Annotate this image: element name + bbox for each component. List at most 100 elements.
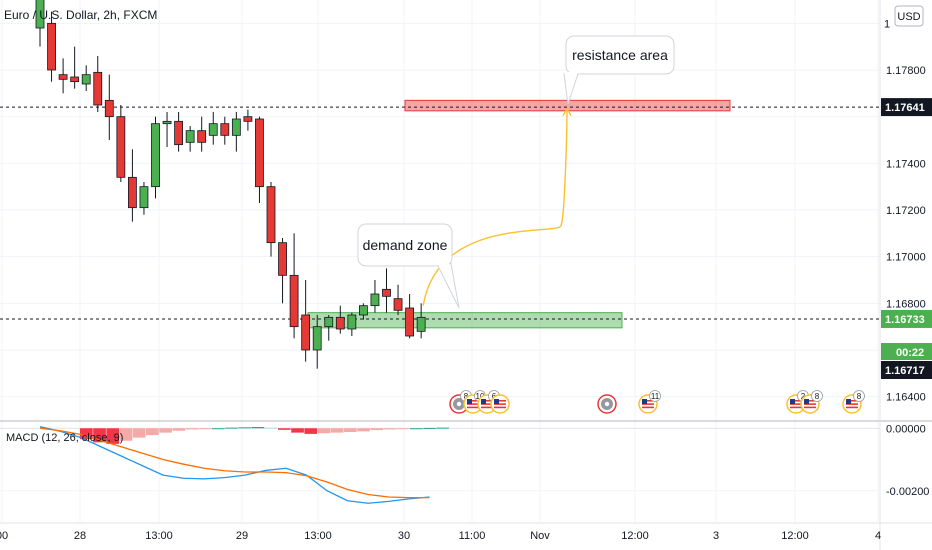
time-tick-label: 12:00: [781, 530, 809, 542]
time-tick-label: 13:00: [304, 530, 332, 542]
usa-flag-icon[interactable]: 8: [800, 390, 823, 414]
candle-body: [405, 307, 415, 337]
candle: [185, 126, 195, 152]
price-tick-label: 1.16400: [886, 392, 926, 404]
price-tag-text: 1.16717: [885, 365, 925, 377]
candle-body: [220, 123, 230, 136]
time-tick-label: 00: [0, 530, 8, 542]
candle: [116, 105, 126, 182]
candle-body: [197, 130, 207, 143]
candle: [347, 312, 357, 336]
price-tick-label: 1.17000: [886, 252, 926, 264]
macd-hist-bar: [251, 427, 265, 429]
price-tick-label: 1.17400: [886, 158, 926, 170]
candle: [162, 112, 172, 147]
event-count: 8: [815, 392, 820, 401]
demand-callout: demand zone: [357, 223, 460, 309]
macd-hist-bar: [396, 428, 410, 430]
macd-hist-bar: [330, 428, 344, 433]
macd-hist-bar: [119, 428, 133, 441]
gear-hole: [456, 401, 462, 407]
flag-canton: [481, 399, 486, 404]
macd-hist-bar: [198, 428, 212, 430]
time-tick-label: 28: [74, 530, 86, 542]
event-count: 11: [651, 392, 660, 401]
candle: [231, 112, 241, 152]
countdown-text: 00:22: [896, 347, 924, 359]
candle-body: [104, 99, 114, 118]
flag-stripe: [481, 400, 493, 402]
macd-hist-bar: [106, 428, 120, 444]
currency-button-box[interactable]: [894, 5, 924, 27]
time-tick-label: 13:00: [145, 530, 173, 542]
flag-canton: [467, 399, 472, 404]
time-tick-label: 12:00: [621, 530, 649, 542]
usa-flag-icon[interactable]: 11: [638, 390, 661, 414]
gear-icon[interactable]: 8: [449, 390, 472, 414]
event-count: 8: [464, 392, 469, 401]
price-label-tag: 1.16717: [881, 361, 932, 379]
macd-pane: [0, 426, 880, 504]
candle-body: [301, 314, 311, 351]
candle: [93, 56, 103, 112]
macd-hist-bar: [185, 428, 199, 430]
macd-hist-bar: [132, 428, 146, 438]
usa-flag-icon[interactable]: [490, 394, 510, 414]
macd-tick-label: -0.00200: [886, 486, 929, 498]
macd-hist-bar: [80, 428, 93, 440]
candle: [405, 294, 415, 339]
candle: [416, 303, 426, 339]
usa-flag-icon[interactable]: 8: [842, 390, 865, 414]
candle-body: [47, 22, 56, 71]
candle: [243, 109, 253, 131]
candle-body: [278, 242, 287, 276]
candle: [382, 268, 391, 313]
macd-hist-bar: [278, 428, 291, 430]
candle-body: [243, 116, 253, 122]
macd-hist-bar: [159, 428, 172, 433]
candle: [58, 58, 68, 94]
flag-canton: [846, 399, 851, 404]
time-tick-label: 30: [398, 530, 410, 542]
candle-body: [208, 123, 218, 136]
candle: [393, 284, 403, 315]
flag-stripe: [846, 400, 858, 402]
flag-stripe: [790, 400, 802, 402]
flag-stripe: [481, 403, 493, 405]
macd-hist-bar: [146, 428, 159, 436]
flag-stripe: [804, 400, 816, 402]
currency-button[interactable]: USD: [894, 5, 924, 27]
gear-icon[interactable]: [597, 394, 617, 414]
flag-stripe: [642, 403, 654, 405]
candle: [81, 65, 91, 91]
flag-stripe: [481, 406, 493, 409]
event-count: 8: [857, 392, 862, 401]
candle-body: [151, 123, 160, 188]
gear-hole: [604, 401, 610, 407]
signal-line: [39, 427, 430, 499]
candle: [151, 116, 160, 199]
event-count: 2: [801, 392, 806, 401]
candle-body: [255, 118, 264, 188]
candle: [255, 116, 264, 203]
time-tick-label: Nov: [530, 530, 550, 542]
price-tag-text: 1.17641: [885, 102, 925, 114]
macd-hist-bar: [291, 428, 304, 433]
candle: [208, 112, 218, 145]
candle: [70, 46, 80, 89]
candle-body: [370, 293, 380, 307]
candle-body: [162, 120, 172, 125]
macd-title: MACD (12, 26, close, 9): [6, 432, 124, 444]
candle-body: [324, 316, 334, 328]
candle-body: [81, 74, 91, 85]
events-layer[interactable]: 810611288: [449, 390, 865, 414]
candle: [278, 238, 287, 304]
flag-stripe: [494, 403, 506, 405]
candle-body: [393, 298, 403, 311]
zones-layer: [0, 99, 880, 329]
macd-tick-label: 0.00000: [886, 423, 926, 435]
arrow-head: [562, 107, 572, 117]
candle-body: [312, 326, 322, 351]
candle-body: [335, 316, 345, 330]
